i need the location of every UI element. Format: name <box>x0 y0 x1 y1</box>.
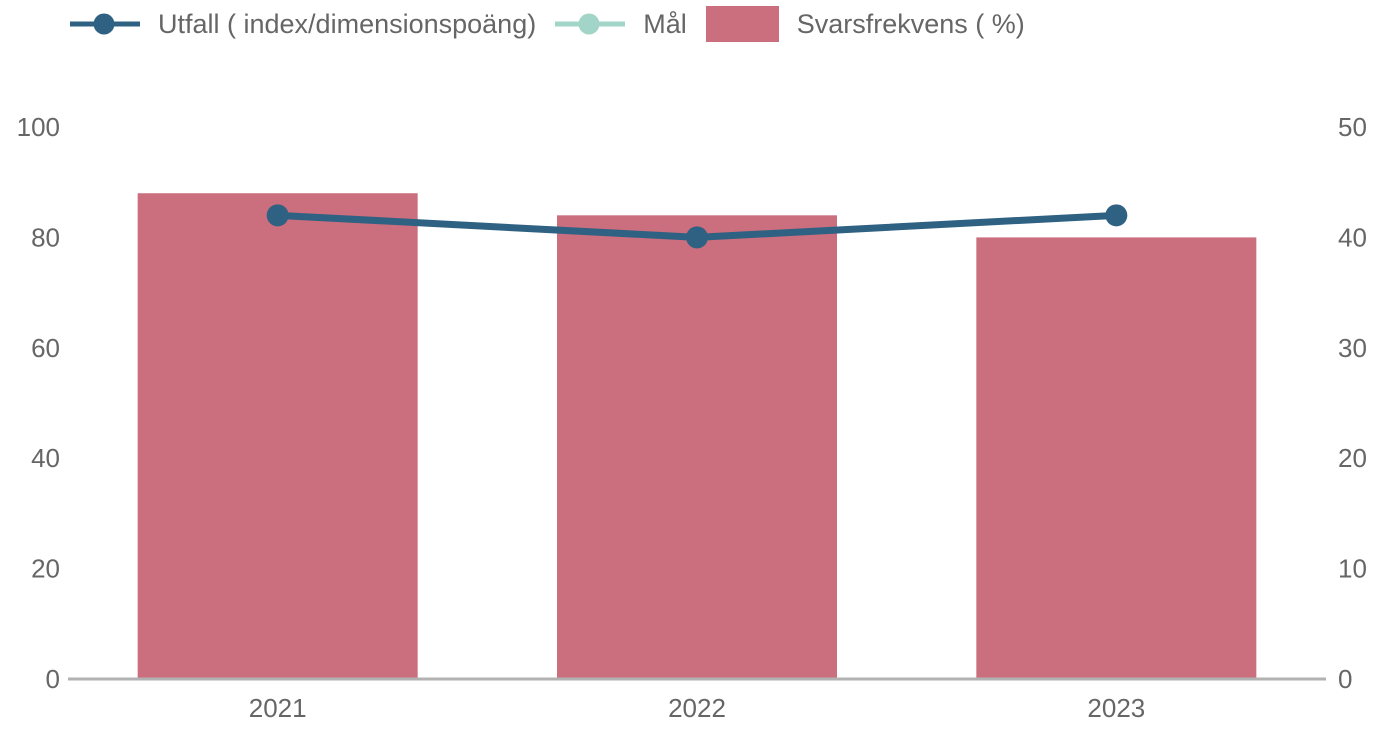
point-2023[interactable] <box>1105 204 1128 227</box>
left-axis-tick-20: 20 <box>31 554 60 584</box>
left-axis-tick-40: 40 <box>31 443 60 473</box>
right-axis-tick-0: 0 <box>1338 664 1352 694</box>
x-axis-label-2022: 2022 <box>668 693 726 723</box>
legend-label-mal: Mål <box>643 8 687 39</box>
left-axis-tick-0: 0 <box>46 664 60 694</box>
legend-item-svarsfrekvens[interactable]: Svarsfrekvens ( %) <box>705 6 1025 42</box>
legend-label-utfall: Utfall ( index/dimensionspoäng) <box>158 8 537 39</box>
legend-item-utfall[interactable]: Utfall ( index/dimensionspoäng) <box>70 8 536 40</box>
line-marker-icon <box>70 13 140 35</box>
right-axis-tick-30: 30 <box>1338 333 1367 363</box>
left-axis-tick-100: 100 <box>17 112 60 142</box>
bar-swatch-icon <box>705 6 779 42</box>
right-axis-tick-20: 20 <box>1338 443 1367 473</box>
right-axis-tick-40: 40 <box>1338 222 1367 252</box>
legend-item-mal[interactable]: Mål <box>555 8 687 40</box>
line-marker-icon <box>555 13 626 35</box>
point-2022[interactable] <box>686 226 708 249</box>
right-axis-tick-10: 10 <box>1338 554 1367 584</box>
x-axis-label-2021: 2021 <box>249 693 307 723</box>
left-axis-tick-80: 80 <box>31 222 60 252</box>
legend-label-svarsfrekvens: Svarsfrekvens ( %) <box>796 8 1025 39</box>
bar-2021[interactable] <box>137 193 418 680</box>
bar-2023[interactable] <box>976 237 1257 679</box>
bar-2022[interactable] <box>557 215 837 679</box>
right-axis-tick-50: 50 <box>1338 112 1367 142</box>
left-axis-tick-60: 60 <box>31 333 60 363</box>
point-2021[interactable] <box>266 204 289 227</box>
legend: Utfall ( index/dimensionspoäng) Mål Svar… <box>70 6 1025 42</box>
x-axis-label-2023: 2023 <box>1087 693 1145 723</box>
